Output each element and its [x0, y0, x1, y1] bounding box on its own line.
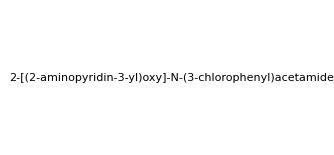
Text: 2-[(2-aminopyridin-3-yl)oxy]-N-(3-chlorophenyl)acetamide: 2-[(2-aminopyridin-3-yl)oxy]-N-(3-chloro…	[9, 73, 334, 83]
